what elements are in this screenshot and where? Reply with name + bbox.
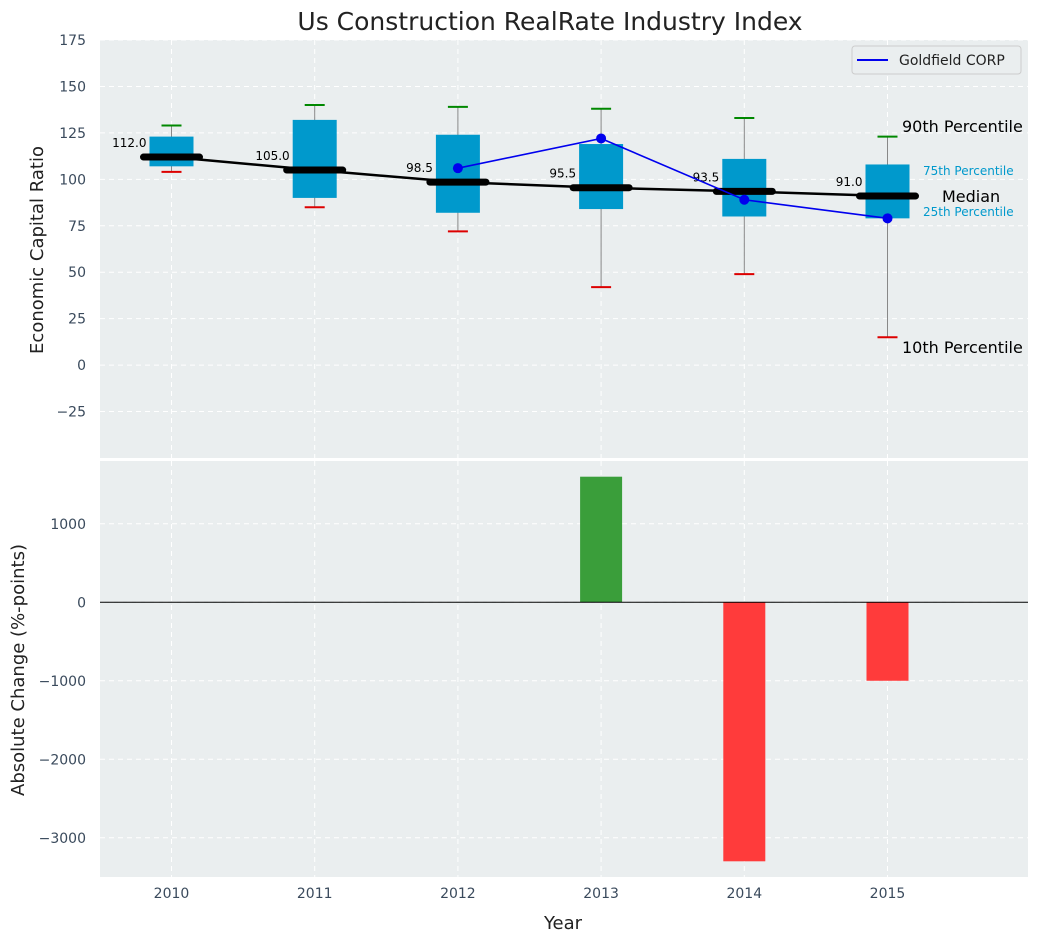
change-bars — [100, 476, 1028, 862]
annotation-p75: 75th Percentile — [923, 164, 1014, 178]
axis-ticks: 2010 2011 2012 2013 2014 2015 175 150 125 100 75 50… — [39, 33, 906, 902]
company-line — [457, 137, 888, 220]
box-plots: 112.0 105.0 98.5 95.5 93.5 91.0 — [112, 104, 919, 339]
legend-label: Goldfield CORP — [899, 53, 1005, 69]
top-y-axis-label: Economic Capital Ratio — [27, 146, 48, 354]
bottom-y-axis-label: Absolute Change (%-points) — [8, 544, 29, 796]
median-value-label: 112.0 — [112, 136, 146, 150]
x-tick-2015: 2015 — [870, 886, 906, 902]
top-y-tick: 0 — [77, 358, 86, 374]
top-y-tick: 25 — [68, 312, 86, 328]
company-point-2013 — [596, 133, 607, 144]
median-trend — [171, 155, 888, 198]
legend: Goldfield CORP — [851, 45, 1022, 75]
annotation-p90: 90th Percentile — [902, 117, 1023, 136]
top-y-tick: 50 — [68, 265, 86, 281]
company-point-2014 — [739, 194, 750, 205]
bar-2015 — [866, 602, 909, 681]
bottom-y-tick: −3000 — [39, 831, 86, 847]
bottom-y-tick: −2000 — [39, 752, 86, 768]
median-value-label: 93.5 — [693, 170, 720, 184]
median-value-label: 105.0 — [255, 149, 289, 163]
top-y-tick: 175 — [59, 33, 86, 49]
top-y-tick: 125 — [59, 126, 86, 142]
box-2012: 98.5 — [406, 105, 490, 233]
iqr-box — [579, 144, 624, 210]
top-y-tick: 75 — [68, 219, 86, 235]
x-tick-2011: 2011 — [297, 886, 333, 902]
iqr-box — [435, 134, 480, 213]
x-axis-label: Year — [543, 913, 583, 934]
top-panel-bg — [100, 40, 1028, 458]
median-value-label: 91.0 — [836, 175, 863, 189]
x-tick-2012: 2012 — [440, 886, 476, 902]
company-series — [452, 133, 893, 224]
chart-title: Us Construction RealRate Industry Index — [297, 7, 802, 36]
median-value-label: 98.5 — [406, 161, 433, 175]
bar-2013 — [580, 476, 623, 603]
bottom-y-tick: −1000 — [39, 674, 86, 690]
top-y-tick: 150 — [59, 79, 86, 95]
x-tick-2013: 2013 — [583, 886, 619, 902]
legend-frame — [851, 45, 1022, 75]
iqr-box — [722, 158, 767, 217]
annotation-p25: 25th Percentile — [923, 205, 1014, 219]
iqr-box — [292, 119, 337, 198]
company-point-2012 — [452, 163, 463, 174]
bar-2014 — [723, 602, 766, 862]
iqr-box — [865, 164, 910, 219]
annotation-p10: 10th Percentile — [902, 338, 1023, 357]
bottom-y-tick: 0 — [77, 595, 86, 611]
iqr-box — [149, 136, 194, 167]
x-tick-2010: 2010 — [154, 886, 190, 902]
company-point-2015 — [882, 213, 893, 224]
top-y-tick: −25 — [56, 405, 86, 421]
bottom-y-tick: 1000 — [50, 517, 86, 533]
median-value-label: 95.5 — [549, 167, 576, 181]
x-tick-2014: 2014 — [726, 886, 762, 902]
annotation-median: Median — [942, 187, 1000, 206]
median-trend-line — [171, 155, 888, 198]
top-y-tick: 100 — [59, 172, 86, 188]
